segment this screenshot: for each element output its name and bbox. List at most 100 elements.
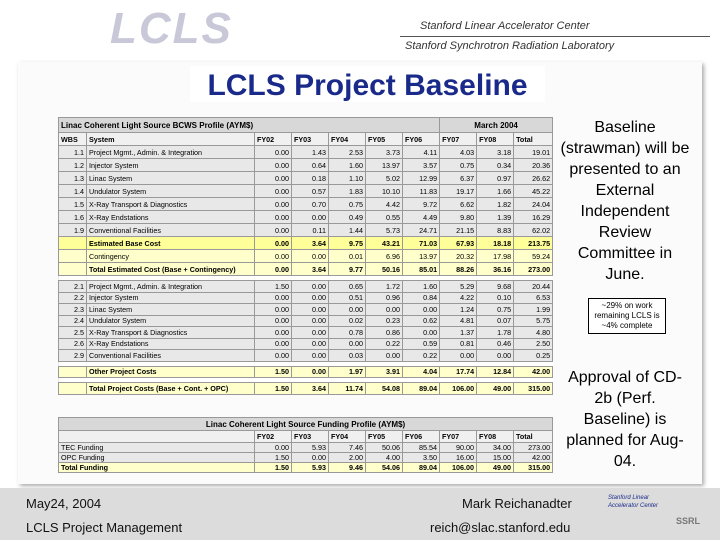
row-label: 1.3 (58, 171, 87, 185)
cell-value: 0.00 (291, 326, 329, 339)
cell-value: 5.93 (291, 442, 329, 453)
cell-value: 5.73 (365, 223, 403, 237)
row-label: Linac System (86, 171, 255, 185)
table-row: 2.6 X-Ray Endstations 0.00 0.00 0.00 0.22 0.59… (58, 337, 554, 350)
cell-value: 4.49 (401, 210, 441, 224)
cell-value: 16.29 (513, 210, 554, 224)
cell-value: 0.00 (328, 337, 366, 350)
cell-value: 0.00 (328, 303, 366, 316)
row-label: 1.5 (58, 197, 87, 211)
column-header: Total (512, 430, 554, 443)
column-header: System (86, 132, 255, 146)
cell-value: 26.62 (513, 171, 554, 185)
cell-value: 1.50 (254, 452, 292, 463)
row-label: Project Mgmt., Admin. & Integration (86, 145, 255, 159)
cell-value: 0.00 (254, 326, 292, 339)
cell-value: 0.00 (291, 303, 329, 316)
cell-value: 1.83 (328, 184, 366, 198)
cell-value: 0.00 (254, 158, 292, 172)
row-label: 2.5 (58, 326, 87, 339)
cell-value: 4.81 (439, 314, 478, 327)
cell-value: 106.00 (439, 462, 477, 473)
cell-value: 0.65 (328, 280, 366, 293)
row-label: X-Ray Endstations (86, 337, 255, 350)
table-date: March 2004 (439, 117, 554, 133)
cell-value: 9.68 (476, 280, 515, 293)
table-row: Total Estimated Cost (Base + Contingency… (58, 262, 554, 276)
cell-value: 0.07 (476, 314, 515, 327)
column-header: FY08 (476, 430, 514, 443)
ssrl-logo: SSRL (676, 516, 701, 526)
cell-value: 6.53 (513, 291, 554, 304)
spacer (58, 275, 553, 281)
cell-value: 54.08 (365, 382, 403, 395)
row-label: 1.2 (58, 158, 87, 172)
row-label: 2.1 (58, 280, 87, 293)
cell-value: 5.75 (513, 314, 554, 327)
cell-value: 1.50 (254, 280, 292, 293)
cell-value: 1.44 (328, 223, 366, 237)
cell-value: 0.00 (254, 171, 292, 185)
row-label (58, 262, 87, 276)
rule (400, 36, 710, 37)
cell-value: 5.93 (291, 462, 329, 473)
row-label: Undulator System (86, 314, 255, 327)
table-row: Total Funding 1.50 5.93 9.46 54.06 89.04 106.0… (58, 462, 554, 473)
table-title-row: Linac Coherent Light Source Funding Prof… (57, 417, 554, 431)
cell-value: 11.74 (328, 382, 366, 395)
cell-value: 0.00 (291, 314, 329, 327)
cell-value: 89.04 (401, 382, 441, 395)
cell-value: 315.00 (512, 462, 554, 473)
cell-value: 21.15 (439, 223, 478, 237)
cell-value: 0.00 (254, 249, 292, 263)
table-row: 2.2 Injector System 0.00 0.00 0.51 0.96 0.84 4.… (58, 291, 554, 304)
cell-value: 0.51 (328, 291, 366, 304)
cell-value: 1.82 (476, 197, 515, 211)
cell-value: 49.00 (476, 462, 514, 473)
row-label: X-Ray Transport & Diagnostics (86, 197, 255, 211)
org-name: Stanford Synchrotron Radiation Laborator… (405, 40, 615, 52)
cell-value: 2.50 (513, 337, 554, 350)
bcws-table: Linac Coherent Light Source BCWS Profile… (57, 117, 554, 395)
cell-value: 0.00 (254, 223, 292, 237)
cell-value: 1.97 (328, 365, 366, 378)
table-row: 1.6 X-Ray Endstations 0.00 0.00 0.49 0.55 4.49… (58, 210, 554, 224)
cell-value: 15.00 (476, 452, 514, 463)
column-header: FY03 (291, 132, 329, 146)
cell-value: 1.78 (476, 326, 515, 339)
cell-value: 0.55 (365, 210, 403, 224)
cell-value: 17.74 (439, 365, 478, 378)
table-row: 2.3 Linac System 0.00 0.00 0.00 0.00 0.00 1.24 0… (58, 303, 554, 316)
spacer (58, 361, 553, 366)
cell-value: 0.00 (291, 291, 329, 304)
cell-value: 0.64 (291, 158, 329, 172)
cell-value: 9.80 (439, 210, 478, 224)
column-header: FY07 (439, 430, 477, 443)
row-label: Injector System (86, 291, 255, 304)
row-label: 2.9 (58, 349, 87, 362)
note: Approval of CD-2b (Perf. Baseline) is pl… (566, 369, 684, 470)
cell-value: 20.36 (513, 158, 554, 172)
cell-value: 0.62 (401, 314, 441, 327)
column-header: FY06 (402, 430, 440, 443)
row-label: Contingency (86, 249, 255, 263)
column-header: FY04 (328, 132, 366, 146)
cell-value: 315.00 (513, 382, 554, 395)
cell-value: 0.11 (291, 223, 329, 237)
cell-value: 0.03 (328, 349, 366, 362)
cell-value: 0.78 (328, 326, 366, 339)
header-row: WBS System FY02 FY03 FY04 FY05 FY06 FY07 FY08 Tot… (58, 132, 554, 146)
row-label: Project Mgmt., Admin. & Integration (86, 280, 255, 293)
cell-value: 1.72 (365, 280, 403, 293)
cell-value: 1.43 (291, 145, 329, 159)
cell-value: 0.00 (254, 337, 292, 350)
cell-value: 0.46 (476, 337, 515, 350)
cell-value: 0.57 (291, 184, 329, 198)
cell-value: 13.97 (401, 249, 441, 263)
cell-value: 20.44 (513, 280, 554, 293)
cell-value: 62.02 (513, 223, 554, 237)
cell-value: 85.54 (402, 442, 440, 453)
footer-project: LCLS Project Management (26, 520, 183, 535)
cell-value: 4.11 (401, 145, 441, 159)
header-row: FY02 FY03 FY04 FY05 FY06 FY07 FY08 Total (58, 430, 554, 443)
